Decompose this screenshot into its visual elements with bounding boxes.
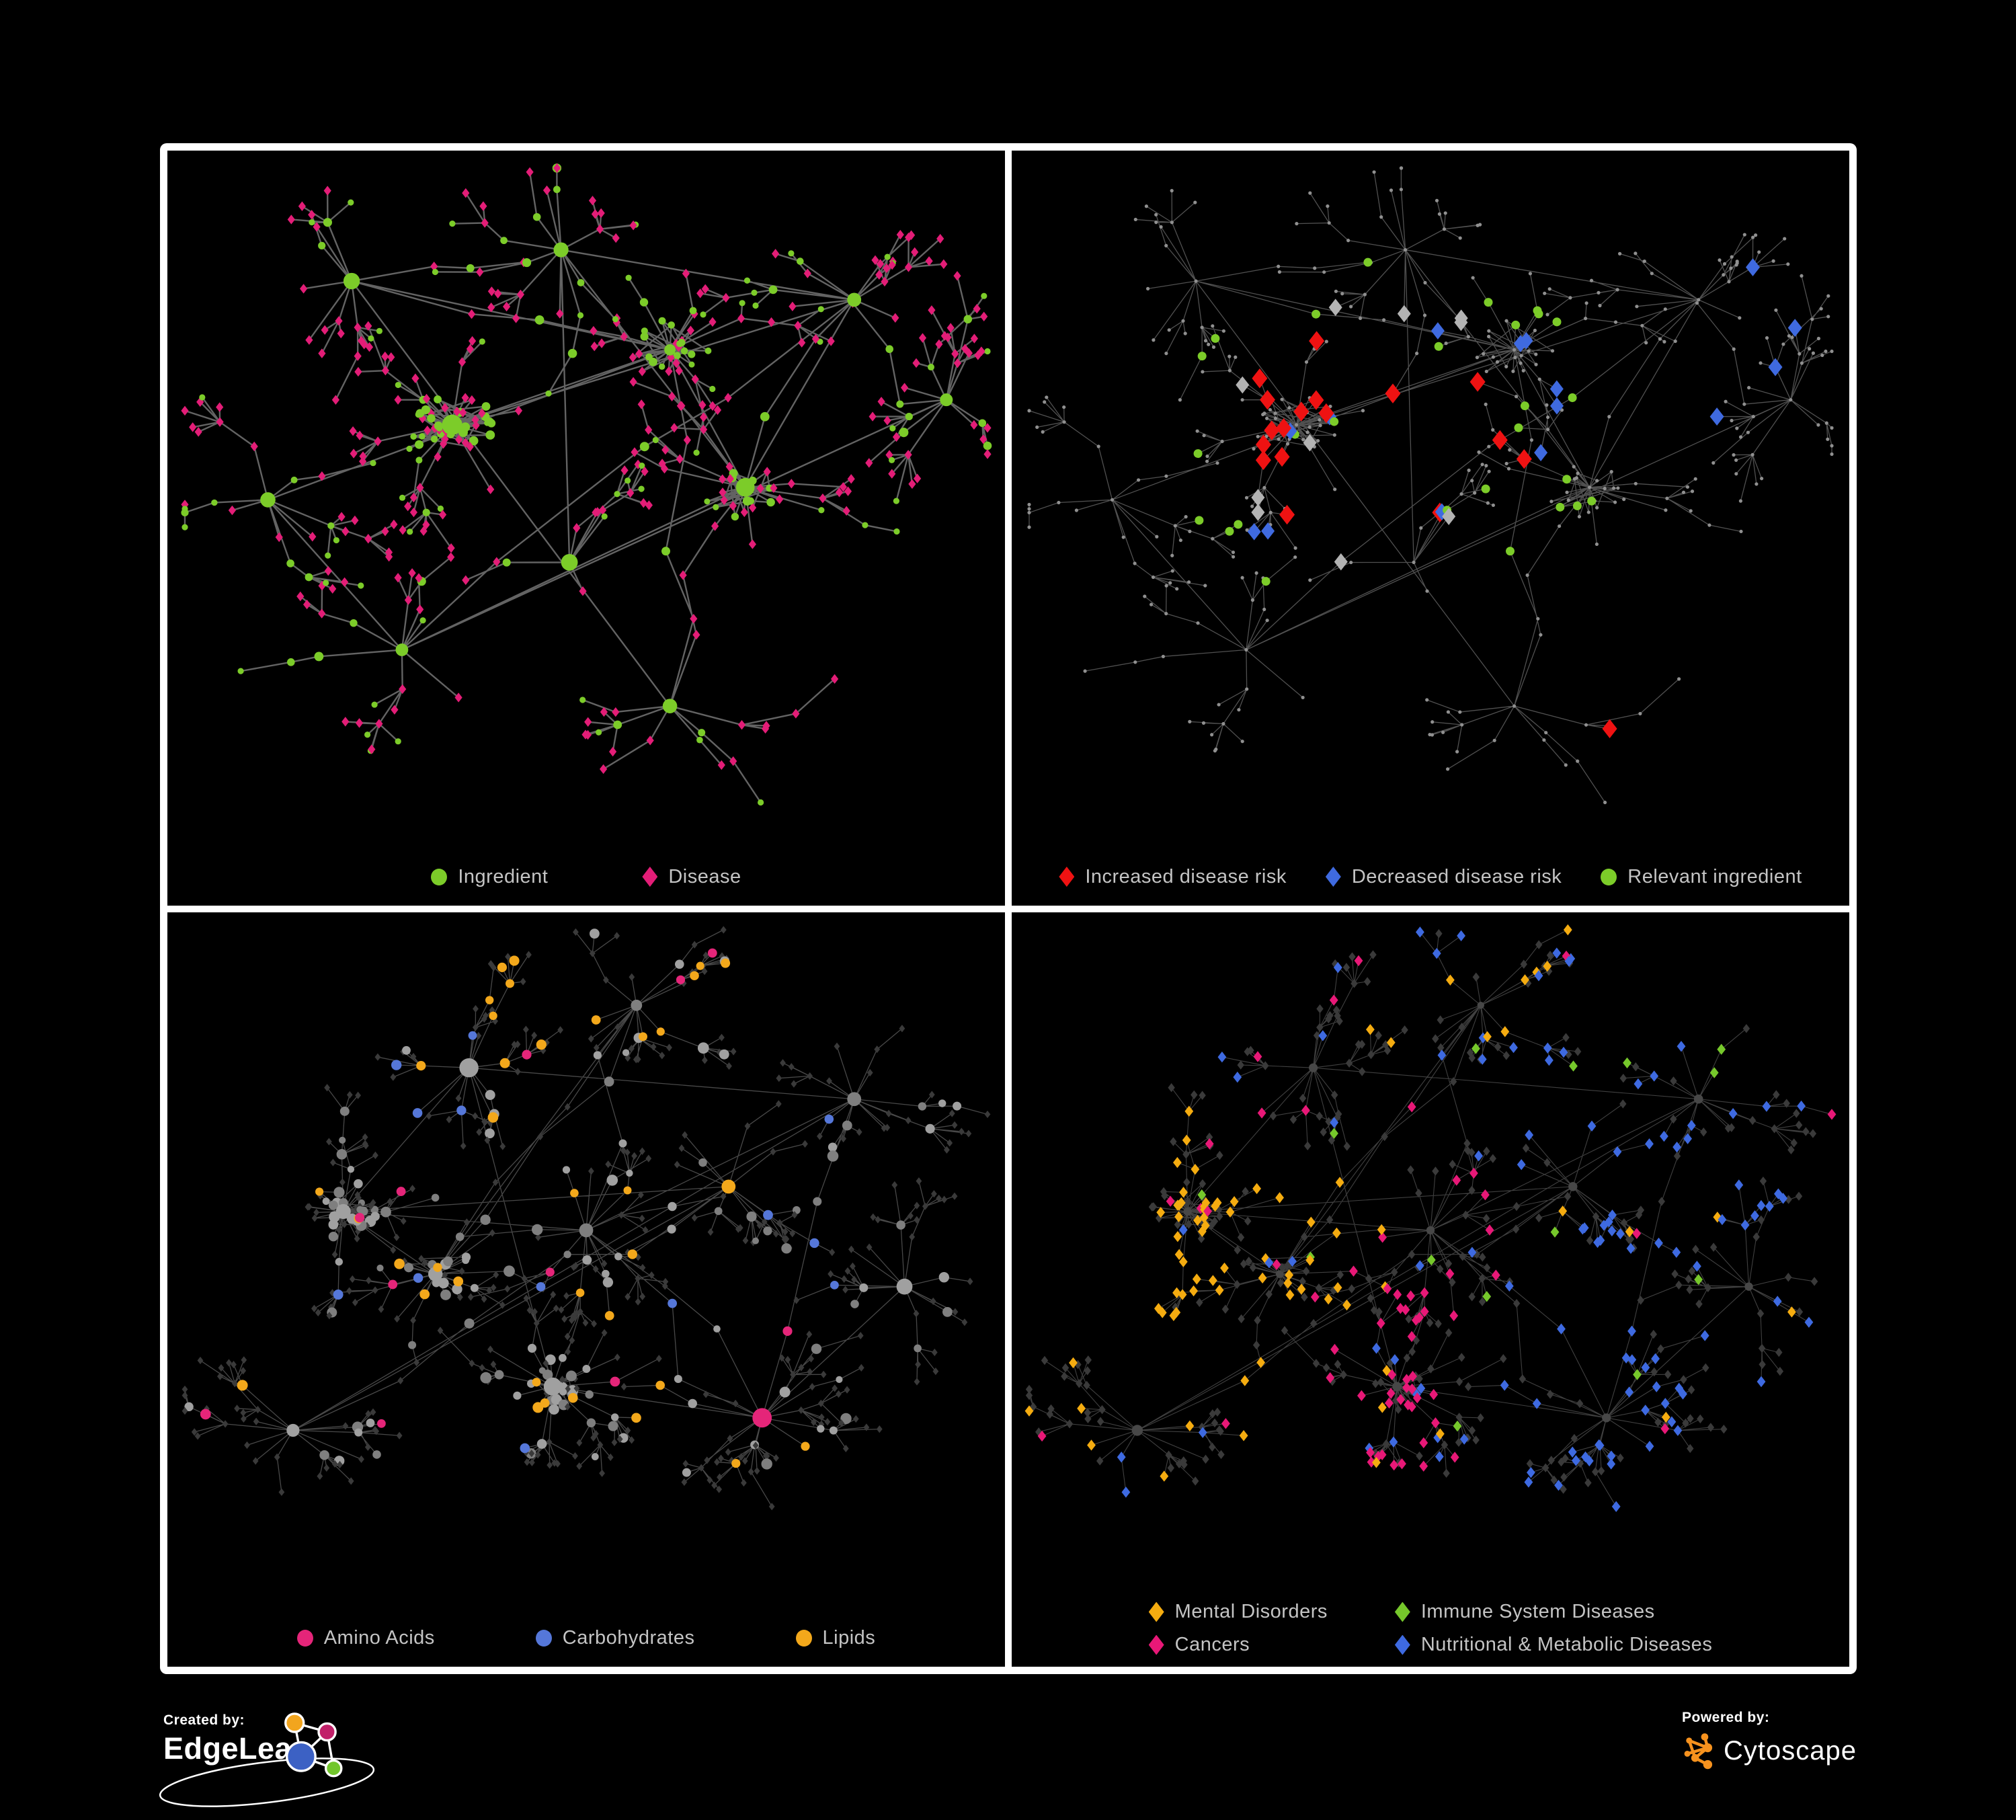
legend-item: Nutritional & Metabolic Diseases	[1394, 1634, 1713, 1656]
mental-disorders-swatch-icon	[1148, 1601, 1164, 1622]
nutritional-diseases-swatch-icon	[1394, 1634, 1410, 1655]
legend-item: Carbohydrates	[535, 1627, 695, 1649]
edgeleap-node-green	[324, 1759, 343, 1778]
legend-label: Cancers	[1174, 1634, 1250, 1655]
edgeleap-logo-links	[293, 1721, 335, 1770]
legend-label: Mental Disorders	[1174, 1601, 1328, 1622]
panel-chemical-classes: Amino Acids Carbohydrates Lipids	[167, 912, 1005, 1667]
powered-by-block: Powered by: Cytoscape	[1682, 1710, 1971, 1811]
network-disease-classes	[1024, 924, 1837, 1512]
legend-label: Ingredient	[458, 865, 549, 887]
legend-label: Decreased disease risk	[1351, 865, 1562, 887]
panel-disease-risk: Increased disease risk Decreased disease…	[1012, 151, 1849, 906]
lipids-swatch-icon	[795, 1630, 812, 1647]
relevant-ingredient-swatch-icon	[1601, 868, 1617, 885]
panel-grid: Ingredient Disease Increased disease ris…	[160, 143, 1857, 1674]
legend-chemical-classes: Amino Acids Carbohydrates Lipids	[167, 1627, 1005, 1649]
legend-disease-risk: Increased disease risk Decreased disease…	[1012, 866, 1849, 888]
panel-ingredient-disease: Ingredient Disease	[167, 151, 1005, 906]
legend-item: Increased disease risk	[1059, 866, 1287, 888]
cytoscape-logo-icon	[1684, 1733, 1713, 1770]
cytoscape-wordmark: Cytoscape	[1724, 1735, 1857, 1766]
network-disease-risk	[1027, 166, 1834, 805]
legend-label: Disease	[668, 865, 741, 887]
increased-risk-swatch-icon	[1059, 867, 1075, 887]
disease-swatch-icon	[642, 867, 658, 887]
legend-item: Decreased disease risk	[1325, 865, 1562, 888]
legend-item: Cancers	[1148, 1634, 1328, 1656]
panel-disease-classes: Mental Disorders Immune System Diseases …	[1012, 912, 1849, 1667]
powered-by-label: Powered by:	[1682, 1710, 1770, 1725]
cytoscape-logo-nodes	[1684, 1733, 1713, 1770]
legend-label: Increased disease risk	[1085, 865, 1287, 887]
edgeleap-node-magenta	[317, 1722, 337, 1742]
legend-label: Nutritional & Metabolic Diseases	[1420, 1634, 1713, 1655]
edgeleap-logo-icon	[284, 1712, 343, 1778]
carbohydrates-swatch-icon	[535, 1630, 552, 1647]
cytoscape-logo-row: Cytoscape	[1682, 1731, 1971, 1770]
legend-label: Amino Acids	[323, 1627, 435, 1649]
legend-ingredient-disease: Ingredient Disease	[167, 866, 1005, 888]
cytoscape-logo-links	[1685, 1735, 1709, 1766]
legend-disease-classes: Mental Disorders Immune System Diseases …	[1012, 1601, 1849, 1656]
legend-item: Disease	[642, 866, 741, 888]
legend-label: Carbohydrates	[562, 1627, 695, 1649]
ingredient-swatch-icon	[431, 868, 448, 885]
legend-grid-inner: Mental Disorders Immune System Diseases …	[1148, 1601, 1713, 1656]
legend-label: Lipids	[822, 1627, 876, 1649]
legend-item: Mental Disorders	[1148, 1601, 1328, 1623]
legend-item: Ingredient	[431, 866, 548, 888]
legend-item: Immune System Diseases	[1394, 1601, 1712, 1623]
decreased-risk-swatch-icon	[1325, 867, 1341, 887]
created-by-label: Created by:	[163, 1712, 245, 1728]
edgeleap-node-orange	[284, 1712, 305, 1733]
immune-diseases-swatch-icon	[1394, 1601, 1410, 1622]
edgeleap-swoosh-icon	[159, 1757, 375, 1807]
cancers-swatch-icon	[1148, 1634, 1164, 1655]
legend-item: Relevant ingredient	[1601, 866, 1802, 888]
legend-item: Lipids	[795, 1627, 876, 1649]
edgeleap-node-blue	[285, 1741, 317, 1772]
network-chemical-classes	[182, 925, 991, 1510]
amino-acids-swatch-icon	[296, 1630, 313, 1647]
legend-label: Immune System Diseases	[1420, 1601, 1655, 1622]
created-by-block: Created by: EdgeLeap	[159, 1712, 405, 1813]
legend-label: Relevant ingredient	[1627, 865, 1802, 887]
network-ingredient-disease	[181, 163, 992, 806]
legend-item: Amino Acids	[296, 1627, 435, 1649]
